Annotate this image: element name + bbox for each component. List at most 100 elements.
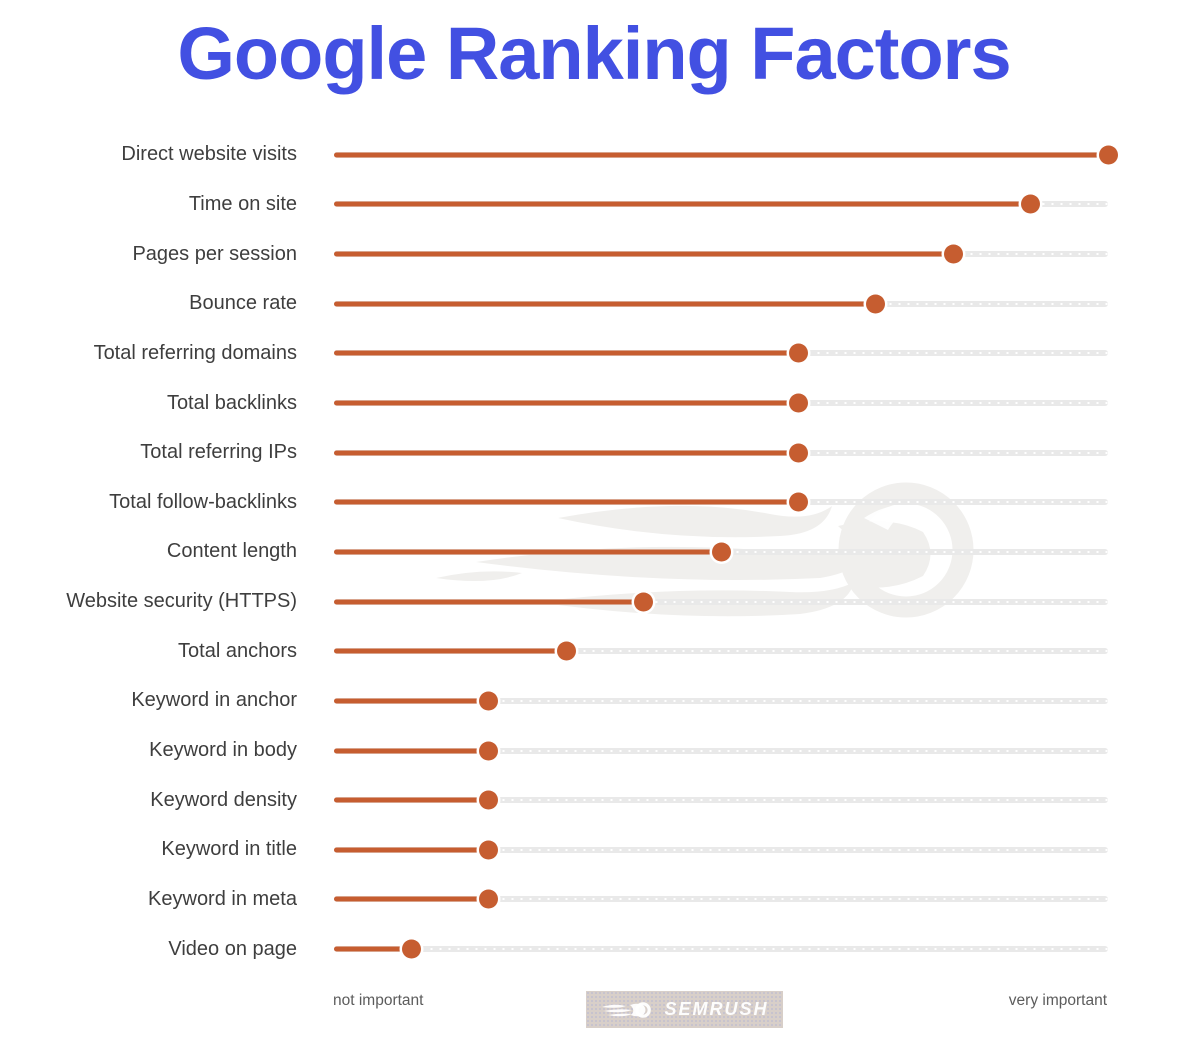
- row-dot: [711, 542, 731, 562]
- row-track: [334, 896, 1108, 903]
- row-dot: [788, 492, 808, 512]
- row-dot: [479, 741, 499, 760]
- row-track-area: [334, 193, 1108, 215]
- row-label: Total referring IPs: [140, 441, 297, 464]
- chart-row: Video on page: [0, 924, 1108, 974]
- row-dot: [479, 840, 499, 860]
- row-value-line: [334, 350, 799, 356]
- row-label: Video on page: [168, 937, 297, 960]
- row-value-line: [334, 549, 721, 555]
- semrush-brand-badge: SEMRUSH: [586, 991, 783, 1028]
- chart-row: Total referring domains: [0, 329, 1108, 379]
- chart-row: Keyword density: [0, 775, 1108, 825]
- row-value-line: [334, 400, 799, 406]
- row-track: [334, 697, 1108, 704]
- row-dot: [401, 939, 421, 959]
- row-label: Total referring domains: [93, 341, 297, 364]
- chart-row: Keyword in anchor: [0, 676, 1108, 726]
- row-track-area: [334, 938, 1108, 960]
- row-track-area: [334, 640, 1108, 662]
- row-dot: [479, 790, 499, 810]
- row-track-area: [334, 144, 1118, 166]
- row-track-area: [334, 491, 1108, 513]
- row-dot: [788, 393, 808, 413]
- row-value-line: [334, 450, 799, 456]
- row-track-area: [334, 442, 1108, 464]
- row-track-area: [334, 690, 1108, 712]
- row-label: Time on site: [188, 192, 297, 215]
- row-track-area: [334, 789, 1108, 811]
- row-track: [334, 747, 1108, 754]
- row-label: Direct website visits: [121, 143, 297, 166]
- row-track: [334, 598, 1108, 605]
- row-track-area: [334, 591, 1108, 613]
- row-dot: [788, 343, 808, 363]
- row-label: Bounce rate: [189, 292, 297, 315]
- row-dot: [788, 443, 808, 463]
- chart-row: Time on site: [0, 180, 1108, 230]
- row-track-area: [334, 392, 1108, 414]
- row-value-line: [334, 847, 489, 853]
- chart-row: Bounce rate: [0, 279, 1108, 329]
- chart-row: Keyword in title: [0, 825, 1108, 875]
- row-dot: [943, 244, 963, 264]
- chart-row: Total referring IPs: [0, 428, 1108, 478]
- row-label: Total backlinks: [166, 391, 297, 414]
- axis-max-label: very important: [1008, 992, 1107, 1009]
- chart-row: Pages per session: [0, 229, 1108, 279]
- row-dot: [556, 641, 576, 661]
- row-track: [334, 797, 1108, 804]
- row-value-line: [334, 896, 489, 902]
- row-value-line: [334, 648, 567, 654]
- chart-row: Keyword in body: [0, 726, 1108, 776]
- row-label: Website security (HTTPS): [66, 590, 297, 613]
- row-value-line: [334, 152, 1108, 158]
- row-value-line: [334, 251, 954, 257]
- chart-row: Direct website visits: [0, 130, 1118, 180]
- chart: Direct website visits Time on site Pages…: [0, 130, 1118, 974]
- axis-min-label: not important: [333, 992, 424, 1009]
- row-dot: [479, 691, 499, 711]
- row-label: Keyword in body: [149, 739, 297, 761]
- row-dot: [866, 294, 886, 314]
- chart-row: Total backlinks: [0, 378, 1108, 428]
- row-track-area: [334, 839, 1108, 861]
- row-label: Content length: [166, 540, 297, 563]
- row-value-line: [334, 301, 876, 307]
- row-value-line: [334, 599, 644, 605]
- row-label: Pages per session: [132, 242, 297, 265]
- row-track-area: [334, 243, 1108, 265]
- row-track-area: [334, 888, 1108, 910]
- row-label: Total follow-backlinks: [109, 490, 297, 513]
- row-dot: [1098, 145, 1118, 165]
- row-label: Keyword density: [150, 788, 297, 811]
- chart-row: Total follow-backlinks: [0, 477, 1108, 527]
- row-dot: [634, 592, 654, 612]
- row-track-area: [334, 342, 1108, 364]
- row-value-line: [334, 499, 799, 505]
- semrush-flame-icon: [602, 1001, 652, 1018]
- row-label: Total anchors: [178, 639, 297, 662]
- row-track: [334, 846, 1108, 853]
- row-track-area: [334, 740, 1108, 762]
- row-track: [334, 946, 1108, 953]
- page-title: Google Ranking Factors: [177, 12, 1011, 95]
- row-value-line: [334, 946, 412, 952]
- row-value-line: [334, 797, 489, 803]
- chart-row: Keyword in meta: [0, 875, 1108, 925]
- row-track-area: [334, 293, 1108, 315]
- row-label: Keyword in meta: [148, 887, 297, 910]
- row-dot: [1021, 194, 1041, 214]
- row-track-area: [334, 541, 1108, 563]
- chart-row: Content length: [0, 527, 1108, 577]
- row-value-line: [334, 698, 489, 704]
- semrush-brand-text: SEMRUSH: [664, 999, 769, 1019]
- row-value-line: [334, 201, 1031, 207]
- row-track: [334, 648, 1108, 655]
- chart-row: Website security (HTTPS): [0, 577, 1108, 627]
- row-label: Keyword in title: [161, 838, 297, 861]
- row-value-line: [334, 748, 489, 753]
- chart-row: Total anchors: [0, 626, 1108, 676]
- row-label: Keyword in anchor: [131, 689, 297, 712]
